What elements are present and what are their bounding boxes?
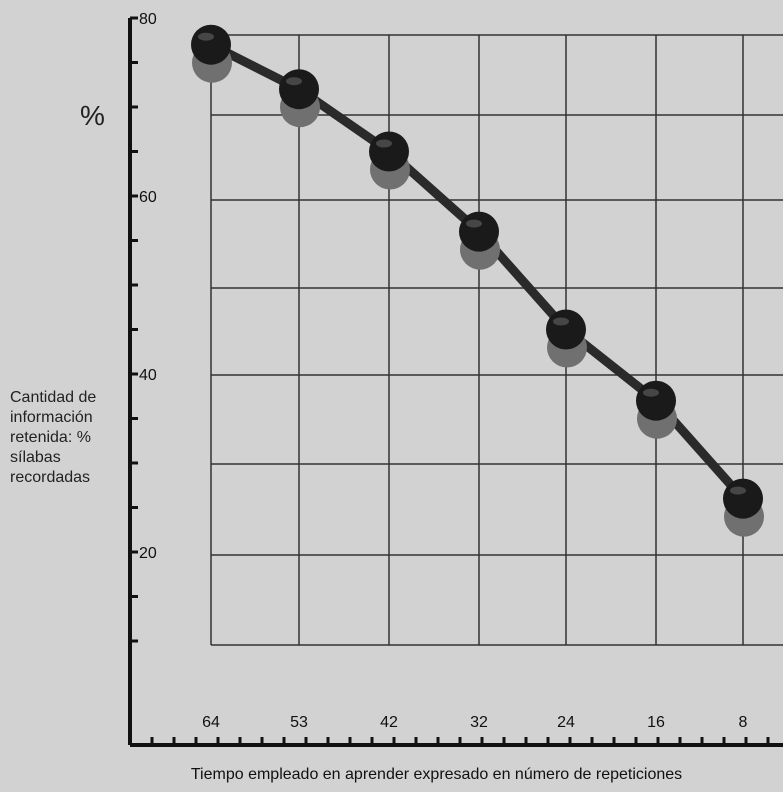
data-point xyxy=(279,69,319,110)
x-axis-label: Tiempo empleado en aprender expresado en… xyxy=(190,766,683,783)
x-tick-label: 16 xyxy=(647,714,665,731)
chart-axes xyxy=(128,18,783,747)
y-tick-label: 40 xyxy=(139,367,157,384)
data-point-highlight xyxy=(643,388,659,397)
data-point xyxy=(191,24,231,65)
data-point xyxy=(723,478,763,519)
data-point-highlight xyxy=(730,486,746,495)
x-tick-label: 53 xyxy=(290,714,308,731)
data-point-highlight xyxy=(198,32,214,41)
data-point xyxy=(636,380,676,421)
retention-series xyxy=(191,24,764,537)
y-tick-label: 80 xyxy=(139,11,157,28)
data-point-highlight xyxy=(376,139,392,148)
x-tick-label: 24 xyxy=(557,714,575,731)
y-axis-label: Cantidad de información retenida: % síla… xyxy=(10,389,97,486)
y-axis-ticks: 80 60 40 20 xyxy=(130,11,157,643)
y-tick-label: 60 xyxy=(139,189,157,206)
x-tick-label: 8 xyxy=(739,714,748,731)
data-point-highlight xyxy=(286,77,302,86)
x-tick-label: 32 xyxy=(470,714,488,731)
percent-symbol: % xyxy=(80,100,105,131)
data-point xyxy=(459,211,499,252)
x-tick-label: 42 xyxy=(380,714,398,731)
y-tick-label: 20 xyxy=(139,545,157,562)
data-point xyxy=(546,309,586,350)
x-tick-label: 64 xyxy=(202,714,220,731)
data-point-highlight xyxy=(466,219,482,228)
data-point xyxy=(369,131,409,172)
x-axis-ticks: 64 53 42 32 24 16 8 xyxy=(150,714,770,745)
data-point-highlight xyxy=(553,317,569,326)
